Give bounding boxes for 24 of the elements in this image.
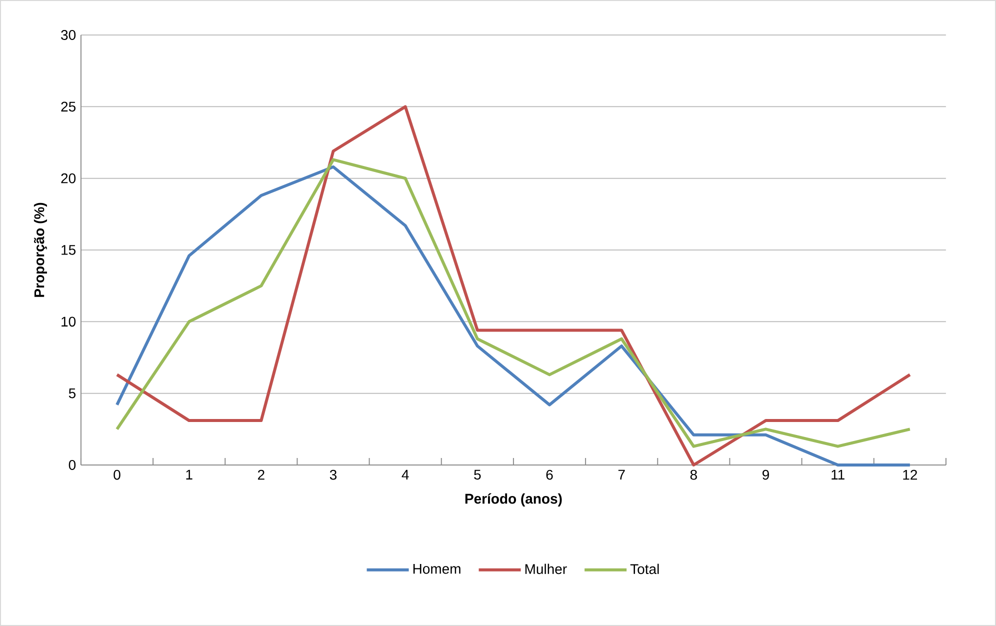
legend-label: Mulher [525,564,567,574]
x-tick-label: 12 [903,470,918,480]
x-axis-title: Período (anos) [465,493,562,506]
x-tick-label: 8 [690,470,697,480]
y-tick-label: 5 [68,388,76,398]
x-tick-label: 1 [186,470,192,480]
x-tick-label: 6 [546,470,553,480]
x-tick-label: 9 [762,470,769,480]
x-tick-label: 7 [618,470,625,480]
x-tick-label: 5 [474,470,481,480]
y-tick-label: 15 [62,245,76,255]
x-tick-label: 0 [114,470,120,480]
y-tick-label: 20 [61,173,76,184]
y-tick-label: 30 [61,30,76,40]
x-tick-label: 3 [330,470,337,480]
y-tick-label: 0 [68,460,76,470]
y-tick-label: 10 [62,316,76,327]
x-tick-label: 11 [832,470,844,480]
x-tick-label: 2 [258,470,264,480]
y-axis-title: Proporção (%) [34,202,47,297]
legend-label: Total [630,564,659,574]
legend-label: Homem [413,564,460,574]
y-tick-label: 25 [61,102,76,112]
x-tick-label: 4 [402,470,409,480]
